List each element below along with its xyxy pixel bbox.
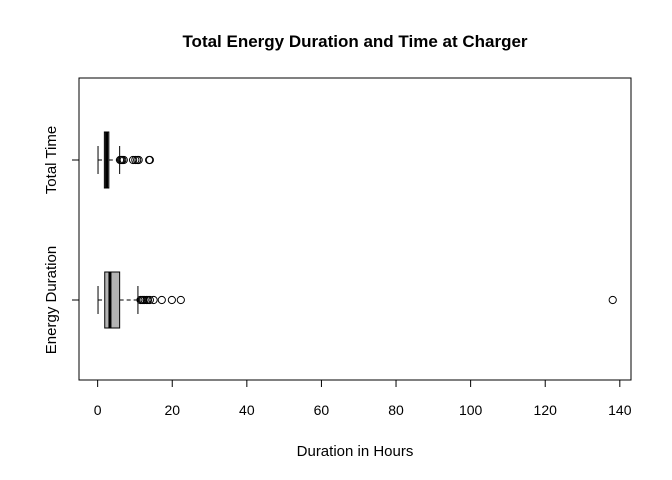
x-tick-label: 100 bbox=[459, 402, 483, 418]
outlier-point bbox=[119, 155, 128, 165]
outlier-point bbox=[145, 155, 154, 165]
x-tick-label: 120 bbox=[534, 402, 558, 418]
outlier-point bbox=[149, 295, 158, 305]
outlier-point bbox=[176, 295, 185, 305]
y-axis: Total Time Energy Duration bbox=[43, 126, 80, 354]
iqr-box bbox=[104, 271, 121, 329]
x-tick-label: 60 bbox=[314, 402, 330, 418]
y-tick-label: Total Time bbox=[43, 126, 60, 194]
outlier-point bbox=[157, 295, 166, 305]
outlier-point bbox=[128, 155, 138, 165]
outlier-point bbox=[608, 295, 617, 305]
chart-title: Total Energy Duration and Time at Charge… bbox=[182, 32, 527, 51]
outlier-point bbox=[145, 295, 154, 305]
x-axis-label: Duration in Hours bbox=[297, 443, 414, 460]
outlier-point bbox=[134, 155, 143, 165]
x-tick-label: 140 bbox=[608, 402, 632, 418]
y-tick-label: Energy Duration bbox=[43, 246, 60, 354]
x-tick-label: 0 bbox=[94, 402, 102, 418]
x-tick-label: 80 bbox=[388, 402, 404, 418]
x-tick-label: 40 bbox=[239, 402, 255, 418]
plot-frame bbox=[78, 77, 632, 381]
plot-marks bbox=[97, 131, 617, 329]
outlier-point bbox=[167, 295, 176, 305]
boxplot-energy-duration bbox=[97, 271, 617, 329]
x-axis: 0 20 40 60 80 100 120 140 bbox=[94, 379, 632, 418]
boxplot-total-time bbox=[97, 131, 154, 189]
x-tick-label: 20 bbox=[164, 402, 180, 418]
